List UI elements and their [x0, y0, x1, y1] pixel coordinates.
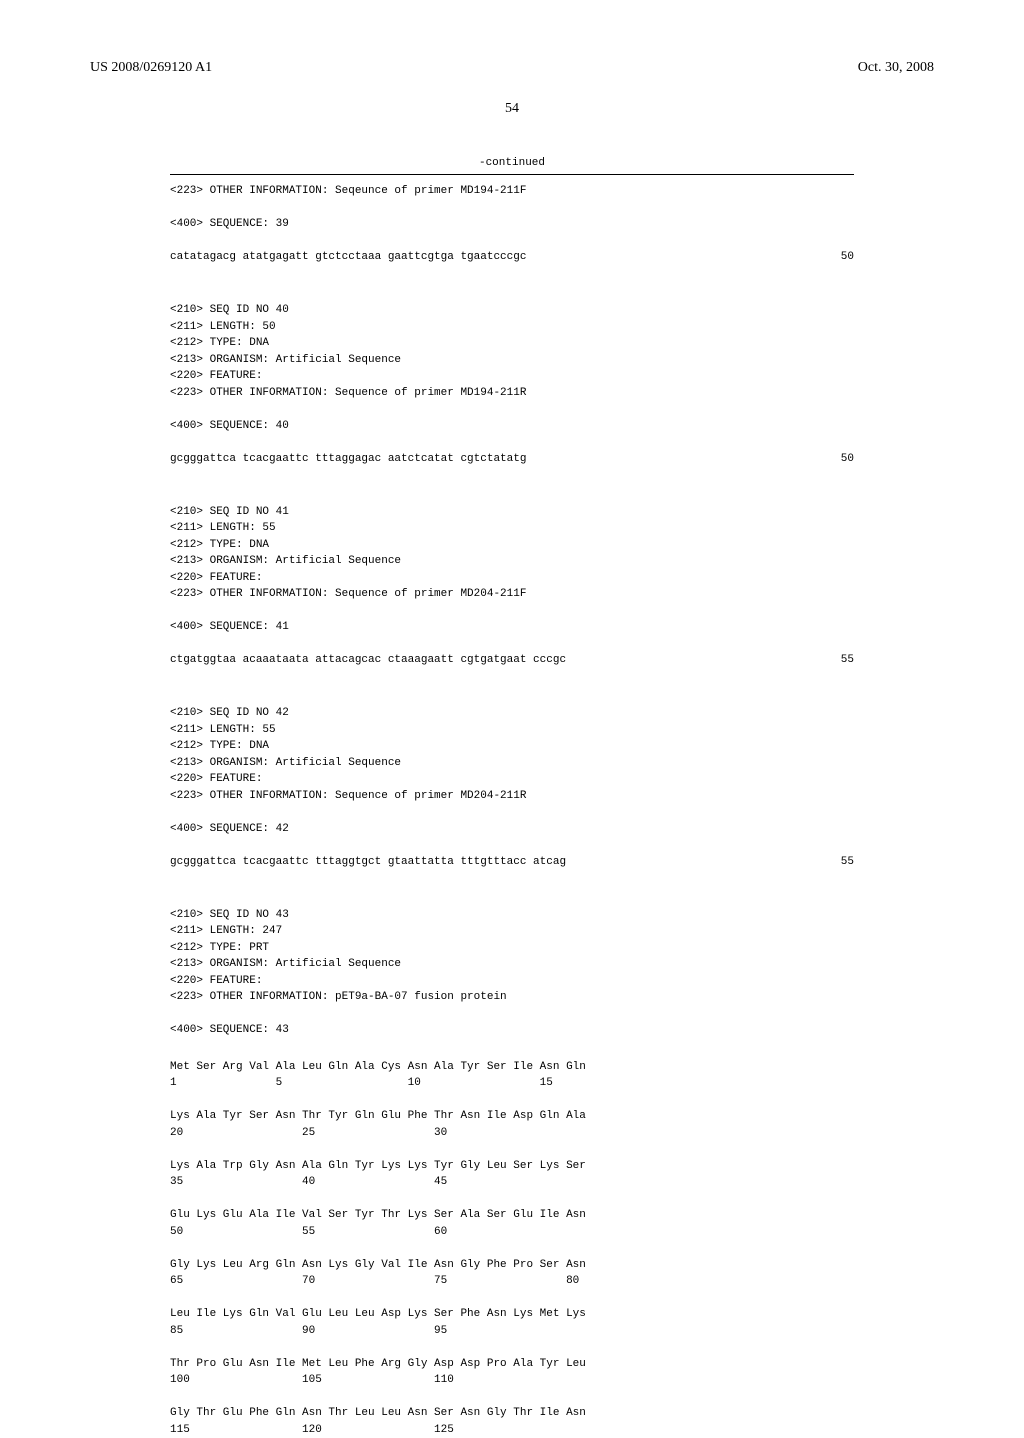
- sequence-block: <210> SEQ ID NO 41 <211> LENGTH: 55 <212…: [170, 504, 854, 669]
- continued-label: -continued: [0, 157, 1024, 169]
- seq-meta: <213> ORGANISM: Artificial Sequence: [170, 956, 854, 973]
- seq-info: <223> OTHER INFORMATION: Seqeunce of pri…: [170, 183, 854, 200]
- seq-meta: <213> ORGANISM: Artificial Sequence: [170, 352, 854, 369]
- seq-header: <400> SEQUENCE: 43: [170, 1022, 854, 1039]
- seq-meta: <212> TYPE: DNA: [170, 335, 854, 352]
- seq-meta: <223> OTHER INFORMATION: Sequence of pri…: [170, 586, 854, 603]
- protein-aa: Gly Lys Leu Arg Gln Asn Lys Gly Val Ile …: [170, 1257, 854, 1274]
- publication-date: Oct. 30, 2008: [858, 60, 934, 76]
- seq-meta: <223> OTHER INFORMATION: pET9a-BA-07 fus…: [170, 989, 854, 1006]
- seq-header: <400> SEQUENCE: 41: [170, 619, 854, 636]
- seq-data: ctgatggtaa acaaataata attacagcac ctaaaga…: [170, 652, 854, 669]
- seq-meta: <223> OTHER INFORMATION: Sequence of pri…: [170, 788, 854, 805]
- seq-meta: <212> TYPE: DNA: [170, 738, 854, 755]
- seq-meta: <213> ORGANISM: Artificial Sequence: [170, 553, 854, 570]
- seq-count: 55: [841, 652, 854, 669]
- sequence-block: <210> SEQ ID NO 40 <211> LENGTH: 50 <212…: [170, 302, 854, 467]
- seq-count: 55: [841, 854, 854, 871]
- protein-nums: 35 40 45: [170, 1174, 854, 1191]
- seq-meta: <211> LENGTH: 50: [170, 319, 854, 336]
- seq-meta: <220> FEATURE:: [170, 973, 854, 990]
- sequence-block: <210> SEQ ID NO 43 <211> LENGTH: 247 <21…: [170, 907, 854, 1039]
- page-number: 54: [0, 101, 1024, 117]
- seq-meta: <223> OTHER INFORMATION: Sequence of pri…: [170, 385, 854, 402]
- seq-meta: <213> ORGANISM: Artificial Sequence: [170, 755, 854, 772]
- seq-meta: <220> FEATURE:: [170, 771, 854, 788]
- horizontal-rule: [170, 174, 854, 175]
- seq-meta: <210> SEQ ID NO 41: [170, 504, 854, 521]
- seq-meta: <212> TYPE: DNA: [170, 537, 854, 554]
- protein-aa: Gly Thr Glu Phe Gln Asn Thr Leu Leu Asn …: [170, 1405, 854, 1422]
- seq-data: gcgggattca tcacgaattc tttaggagac aatctca…: [170, 451, 854, 468]
- seq-string: catatagacg atatgagatt gtctcctaaa gaattcg…: [170, 249, 526, 266]
- protein-nums: 115 120 125: [170, 1422, 854, 1438]
- seq-meta: <210> SEQ ID NO 42: [170, 705, 854, 722]
- seq-meta: <211> LENGTH: 55: [170, 722, 854, 739]
- seq-meta: <211> LENGTH: 55: [170, 520, 854, 537]
- protein-aa: Lys Ala Trp Gly Asn Ala Gln Tyr Lys Lys …: [170, 1158, 854, 1175]
- protein-aa: Lys Ala Tyr Ser Asn Thr Tyr Gln Glu Phe …: [170, 1108, 854, 1125]
- seq-header: <400> SEQUENCE: 42: [170, 821, 854, 838]
- publication-number: US 2008/0269120 A1: [90, 60, 212, 76]
- seq-header: <400> SEQUENCE: 40: [170, 418, 854, 435]
- seq-header: <400> SEQUENCE: 39: [170, 216, 854, 233]
- seq-meta: <210> SEQ ID NO 40: [170, 302, 854, 319]
- seq-string: ctgatggtaa acaaataata attacagcac ctaaaga…: [170, 652, 566, 669]
- protein-nums: 50 55 60: [170, 1224, 854, 1241]
- seq-string: gcgggattca tcacgaattc tttaggagac aatctca…: [170, 451, 526, 468]
- sequence-block: <223> OTHER INFORMATION: Seqeunce of pri…: [170, 183, 854, 266]
- sequence-block: <210> SEQ ID NO 42 <211> LENGTH: 55 <212…: [170, 705, 854, 870]
- protein-nums: 65 70 75 80: [170, 1273, 854, 1290]
- protein-aa: Met Ser Arg Val Ala Leu Gln Ala Cys Asn …: [170, 1059, 854, 1076]
- protein-aa: Thr Pro Glu Asn Ile Met Leu Phe Arg Gly …: [170, 1356, 854, 1373]
- seq-data: catatagacg atatgagatt gtctcctaaa gaattcg…: [170, 249, 854, 266]
- seq-count: 50: [841, 451, 854, 468]
- seq-meta: <210> SEQ ID NO 43: [170, 907, 854, 924]
- protein-nums: 100 105 110: [170, 1372, 854, 1389]
- seq-meta: <212> TYPE: PRT: [170, 940, 854, 957]
- sequence-listing: <223> OTHER INFORMATION: Seqeunce of pri…: [0, 183, 1024, 1438]
- seq-string: gcgggattca tcacgaattc tttaggtgct gtaatta…: [170, 854, 566, 871]
- seq-meta: <211> LENGTH: 247: [170, 923, 854, 940]
- protein-aa: Glu Lys Glu Ala Ile Val Ser Tyr Thr Lys …: [170, 1207, 854, 1224]
- protein-nums: 20 25 30: [170, 1125, 854, 1142]
- protein-nums: 1 5 10 15: [170, 1075, 854, 1092]
- seq-meta: <220> FEATURE:: [170, 368, 854, 385]
- protein-aa: Leu Ile Lys Gln Val Glu Leu Leu Asp Lys …: [170, 1306, 854, 1323]
- protein-sequence: Met Ser Arg Val Ala Leu Gln Ala Cys Asn …: [170, 1059, 854, 1438]
- seq-count: 50: [841, 249, 854, 266]
- protein-nums: 85 90 95: [170, 1323, 854, 1340]
- seq-data: gcgggattca tcacgaattc tttaggtgct gtaatta…: [170, 854, 854, 871]
- page-header: US 2008/0269120 A1 Oct. 30, 2008: [0, 0, 1024, 81]
- seq-meta: <220> FEATURE:: [170, 570, 854, 587]
